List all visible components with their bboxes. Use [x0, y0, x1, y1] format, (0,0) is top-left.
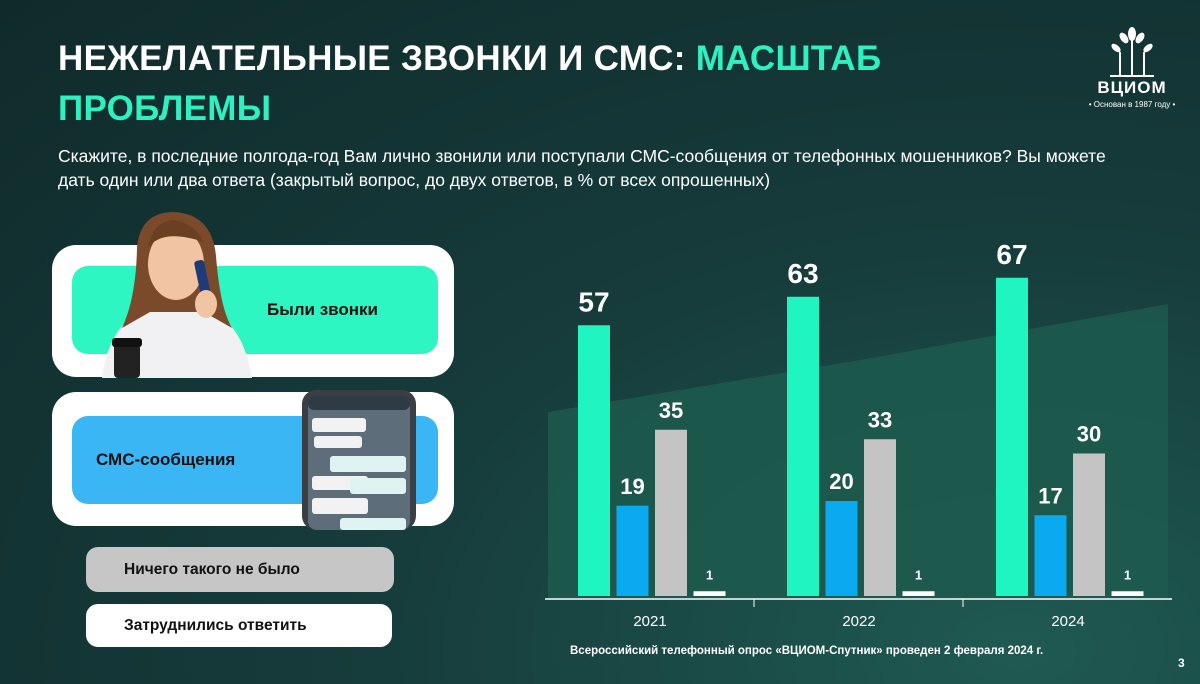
x-tick-label: 2024	[1051, 613, 1084, 630]
data-label-calls-2024: 67	[996, 239, 1027, 270]
data-label-nothing-2021: 35	[659, 398, 683, 423]
data-label-hard-2024: 1	[1124, 567, 1131, 582]
footnote: Всероссийский телефонный опрос «ВЦИОМ-Сп…	[570, 645, 1044, 657]
bar-hard-2022	[902, 591, 935, 596]
bar-nothing-2022	[864, 439, 896, 596]
legend-label-hard: Затруднились ответить	[124, 616, 307, 634]
data-label-hard-2022: 1	[915, 567, 922, 582]
legend-item-nothing: Ничего такого не было	[86, 547, 394, 592]
legend-label-sms: СМС-сообщения	[96, 450, 236, 469]
vciom-logo: ВЦИОМ • Основан в 1987 году •	[1080, 26, 1184, 116]
tree-icon	[1110, 27, 1154, 77]
bar-calls-2021	[578, 325, 610, 596]
bar-sms-2021	[616, 505, 649, 596]
bar-nothing-2021	[655, 429, 687, 596]
x-tick-label: 2021	[633, 613, 666, 630]
survey-question: Скажите, в последние полгода-год Вам лич…	[58, 146, 1106, 190]
bar-calls-2024	[996, 277, 1028, 596]
page-number: 3	[1178, 656, 1185, 670]
bar-calls-2022	[787, 296, 819, 596]
bar-sms-2024	[1034, 515, 1067, 596]
data-label-calls-2021: 57	[578, 286, 609, 317]
title-main: НЕЖЕЛАТЕЛЬНЫЕ ЗВОНКИ И СМС:	[58, 39, 696, 78]
bar-hard-2024	[1111, 591, 1144, 596]
bar-sms-2022	[825, 501, 858, 596]
woman-on-phone-icon	[102, 212, 252, 378]
legend-item-hard: Затруднились ответить	[86, 604, 392, 647]
page-title: НЕЖЕЛАТЕЛЬНЫЕ ЗВОНКИ И СМС: МАСШТАБ ПРОБ…	[58, 34, 958, 134]
data-label-sms-2021: 19	[620, 474, 644, 499]
legend-label-calls: Были звонки	[267, 300, 378, 319]
data-label-sms-2024: 17	[1038, 483, 1062, 508]
title-accent-second-line: ПРОБЛЕМЫ	[58, 89, 272, 128]
data-label-sms-2022: 20	[829, 469, 853, 494]
data-label-nothing-2024: 30	[1077, 422, 1101, 447]
bar-hard-2021	[693, 591, 726, 596]
bar-nothing-2024	[1073, 453, 1105, 596]
data-label-calls-2022: 63	[787, 258, 818, 289]
data-label-hard-2021: 1	[706, 567, 713, 582]
logo-tagline: • Основан в 1987 году •	[1088, 100, 1176, 109]
data-label-nothing-2022: 33	[868, 407, 892, 432]
legend-label-nothing: Ничего такого не было	[124, 560, 300, 578]
x-tick-label: 2022	[842, 613, 875, 630]
title-accent: МАСШТАБ	[695, 39, 882, 78]
smartphone-icon	[302, 390, 416, 530]
logo-name: ВЦИОМ	[1097, 78, 1167, 97]
